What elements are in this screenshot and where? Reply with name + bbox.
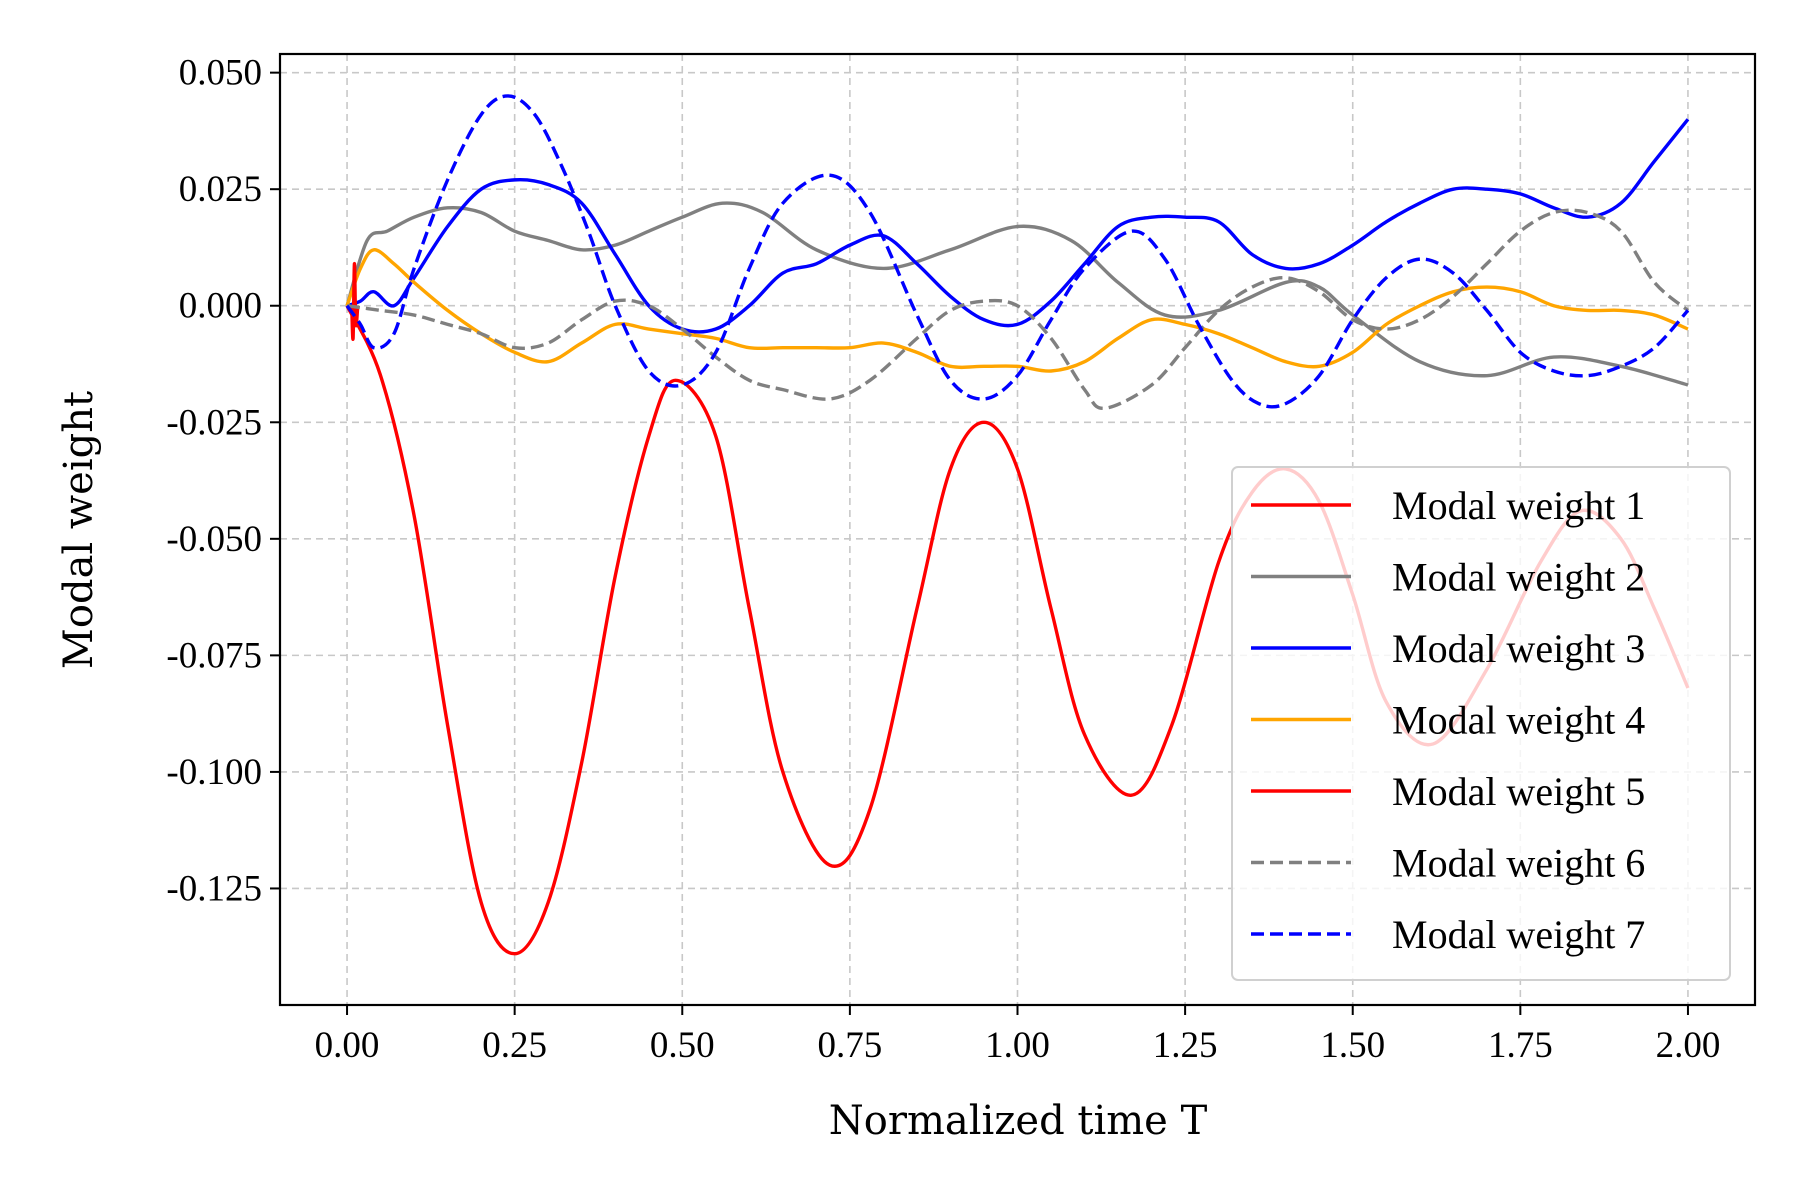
x-tick-label: 1.25 [1153,1025,1218,1066]
legend-label-5: Modal weight 5 [1392,769,1645,814]
x-tick-label: 2.00 [1656,1025,1721,1066]
legend-label-2: Modal weight 2 [1392,555,1645,600]
legend: Modal weight 1 Modal weight 2 Modal weight… [1231,466,1731,981]
series-line-2 [345,201,1689,387]
x-tick-label: 1.50 [1320,1025,1385,1066]
y-tick-label: -0.075 [166,635,262,676]
x-tick-label: 0.00 [315,1025,380,1066]
series-line-6 [346,208,1690,410]
x-tick-label: 1.00 [985,1025,1050,1066]
legend-label-7: Modal weight 7 [1392,912,1645,957]
legend-label-1: Modal weight 1 [1392,483,1645,528]
series-line-7 [345,94,1690,409]
series-line-5 [350,262,360,341]
y-tick-label: 0.050 [179,53,262,94]
y-tick-label: -0.100 [166,752,262,793]
y-tick-label: 0.000 [179,286,262,327]
legend-label-4: Modal weight 4 [1392,698,1645,743]
y-tick-label: -0.125 [166,868,262,909]
ticks-layer: 0.00 0.25 0.50 0.75 1.00 1.25 1.50 1.75 2.00 0.05… [166,53,1720,1066]
y-tick-label: -0.025 [166,402,262,443]
legend-label-3: Modal weight 3 [1392,626,1645,671]
legend-items: Modal weight 1 Modal weight 2 Modal weight… [1251,483,1645,957]
x-tick-label: 0.25 [482,1025,547,1066]
x-tick-label: 0.75 [818,1025,883,1066]
y-tick-label: 0.025 [179,169,262,210]
legend-box [1231,466,1731,981]
y-axis-title: Modal weight [56,391,102,669]
series-line-4 [345,248,1689,373]
x-axis-title: Normalized time T [829,1098,1208,1144]
series-line-3 [346,118,1690,334]
legend-label-6: Modal weight 6 [1392,841,1645,886]
x-tick-label: 0.50 [650,1025,715,1066]
y-tick-label: -0.050 [166,519,262,560]
x-tick-label: 1.75 [1488,1025,1553,1066]
